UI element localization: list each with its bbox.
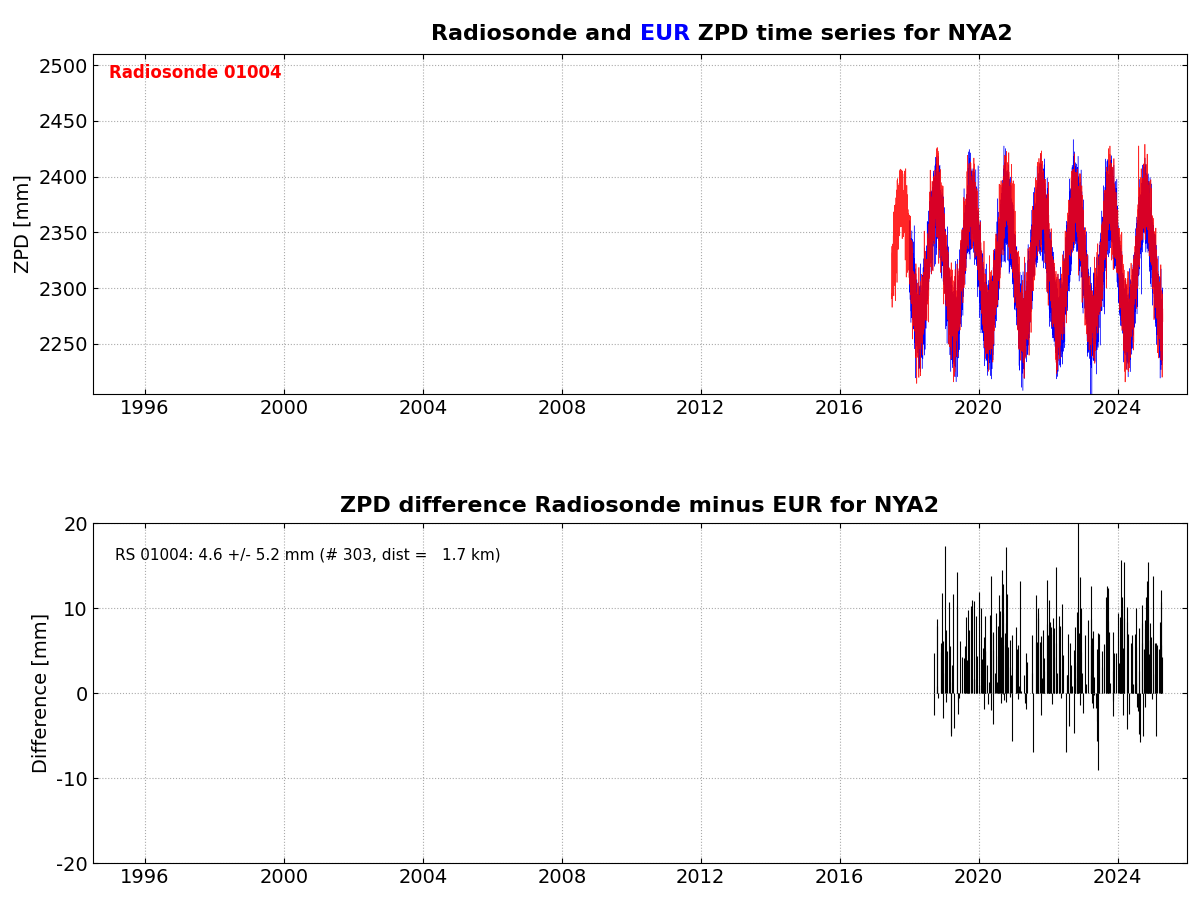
Y-axis label: ZPD [mm]: ZPD [mm] xyxy=(14,175,32,274)
Title: ZPD difference Radiosonde minus EUR for NYA2: ZPD difference Radiosonde minus EUR for … xyxy=(340,496,939,516)
Text: EUR: EUR xyxy=(640,24,691,44)
Text: Radiosonde 01004: Radiosonde 01004 xyxy=(109,64,282,82)
Text: ZPD time series for NYA2: ZPD time series for NYA2 xyxy=(691,24,1012,44)
Text: Radiosonde and: Radiosonde and xyxy=(431,24,640,44)
Y-axis label: Difference [mm]: Difference [mm] xyxy=(31,614,50,773)
Text: RS 01004: 4.6 +/- 5.2 mm (# 303, dist =   1.7 km): RS 01004: 4.6 +/- 5.2 mm (# 303, dist = … xyxy=(114,547,501,562)
